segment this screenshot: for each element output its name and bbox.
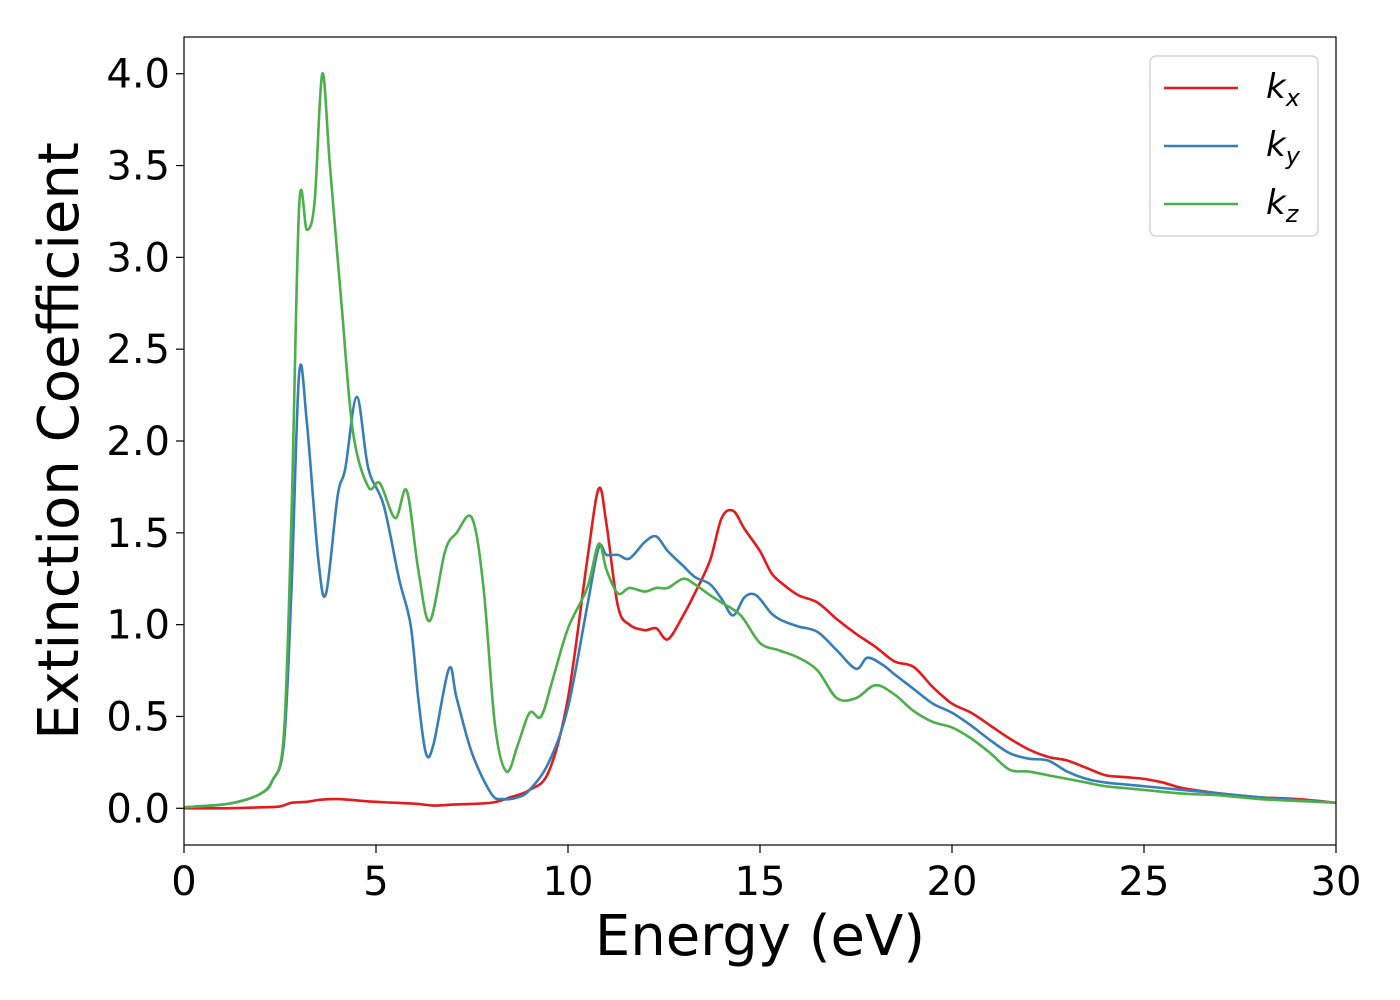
y-tick-label: 1.5 xyxy=(106,511,170,557)
x-tick-label: 15 xyxy=(735,859,786,905)
x-tick-label: 0 xyxy=(171,859,196,905)
y-axis-ticks: 0.0 0.5 1.0 1.5 2.0 2.5 3.0 3.5 4.0 xyxy=(106,52,184,832)
y-tick-label: 3.0 xyxy=(106,235,170,281)
x-axis-ticks: 0 5 10 15 20 25 30 xyxy=(171,845,1361,905)
plot-lines xyxy=(183,72,1337,810)
x-axis-label: Energy (eV) xyxy=(595,904,925,969)
y-axis-label: Extinction Coefficient xyxy=(27,142,92,740)
y-tick-label: 0.5 xyxy=(106,694,170,740)
x-tick-label: 20 xyxy=(927,859,978,905)
x-tick-label: 10 xyxy=(543,859,594,905)
x-tick-label: 30 xyxy=(1311,859,1362,905)
series-line-y xyxy=(183,363,1337,809)
legend-label-x: kx xyxy=(1266,67,1301,112)
y-tick-label: 4.0 xyxy=(106,52,170,98)
legend-label-z: kz xyxy=(1266,183,1300,228)
y-tick-label: 2.5 xyxy=(106,327,170,373)
series-line-x xyxy=(183,486,1337,810)
y-tick-label: 1.0 xyxy=(106,603,170,649)
legend-label-y: ky xyxy=(1266,125,1301,170)
y-tick-label: 0.0 xyxy=(106,786,170,832)
y-tick-label: 2.0 xyxy=(106,419,170,465)
series-line-z xyxy=(183,72,1337,809)
x-tick-label: 25 xyxy=(1119,859,1170,905)
legend: kx ky kz xyxy=(1149,55,1319,237)
y-tick-label: 3.5 xyxy=(106,144,170,190)
x-tick-label: 5 xyxy=(363,859,388,905)
